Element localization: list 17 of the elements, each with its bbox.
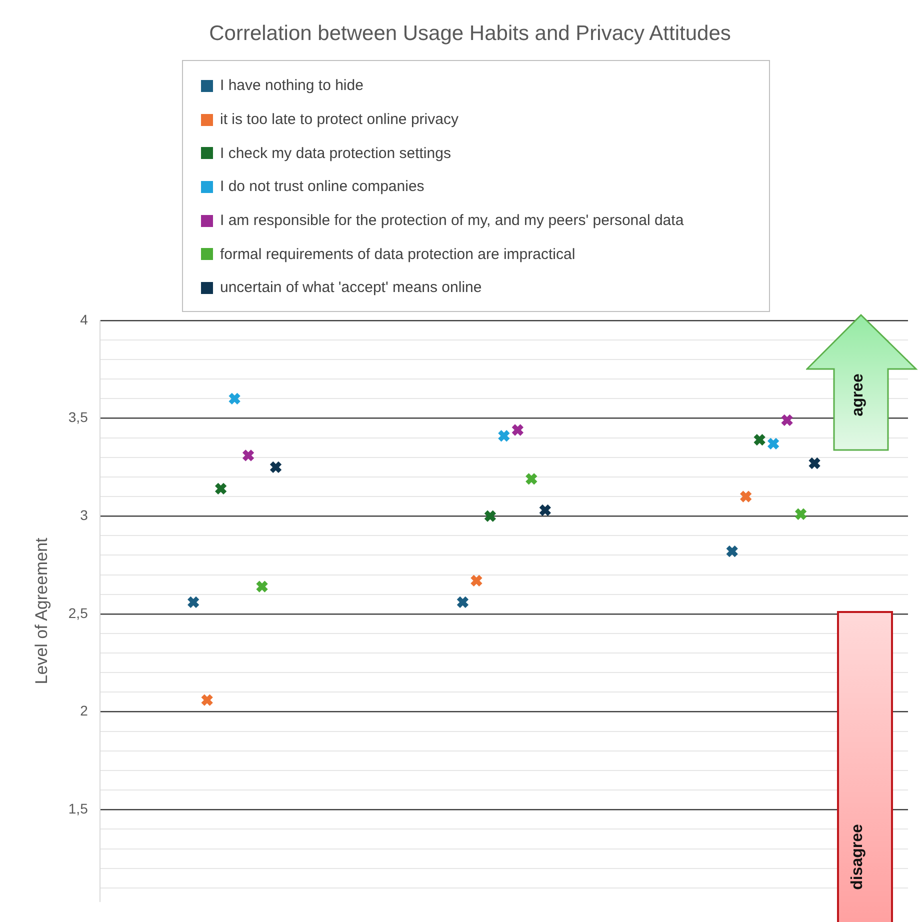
legend-label: I have nothing to hide bbox=[220, 77, 364, 94]
legend-label: formal requirements of data protection are impractical bbox=[220, 246, 576, 263]
y-tick-label: 4 bbox=[80, 311, 88, 328]
legend-label: uncertain of what 'accept' means online bbox=[220, 279, 482, 296]
y-axis-title: Level of Agreement bbox=[32, 537, 51, 684]
y-tick-label: 1,5 bbox=[68, 800, 88, 816]
chart-title: Correlation between Usage Habits and Privacy Attitudes bbox=[208, 22, 732, 46]
y-tick-label: 3 bbox=[80, 506, 88, 523]
legend-label: I check my data protection settings bbox=[220, 144, 451, 162]
annotation: disagree bbox=[848, 824, 867, 890]
legend-label: I do not trust online companies bbox=[220, 178, 424, 196]
y-tick-label: 3,5 bbox=[68, 409, 88, 426]
y-tick-label: 2,5 bbox=[68, 604, 88, 621]
annotation: agree bbox=[849, 374, 868, 416]
legend-label: I am responsible for the protection of my, and my peers' personal data bbox=[220, 212, 684, 230]
legend-label: it is too late to protect online privacy bbox=[220, 111, 458, 128]
y-tick-label: 2 bbox=[80, 702, 88, 719]
